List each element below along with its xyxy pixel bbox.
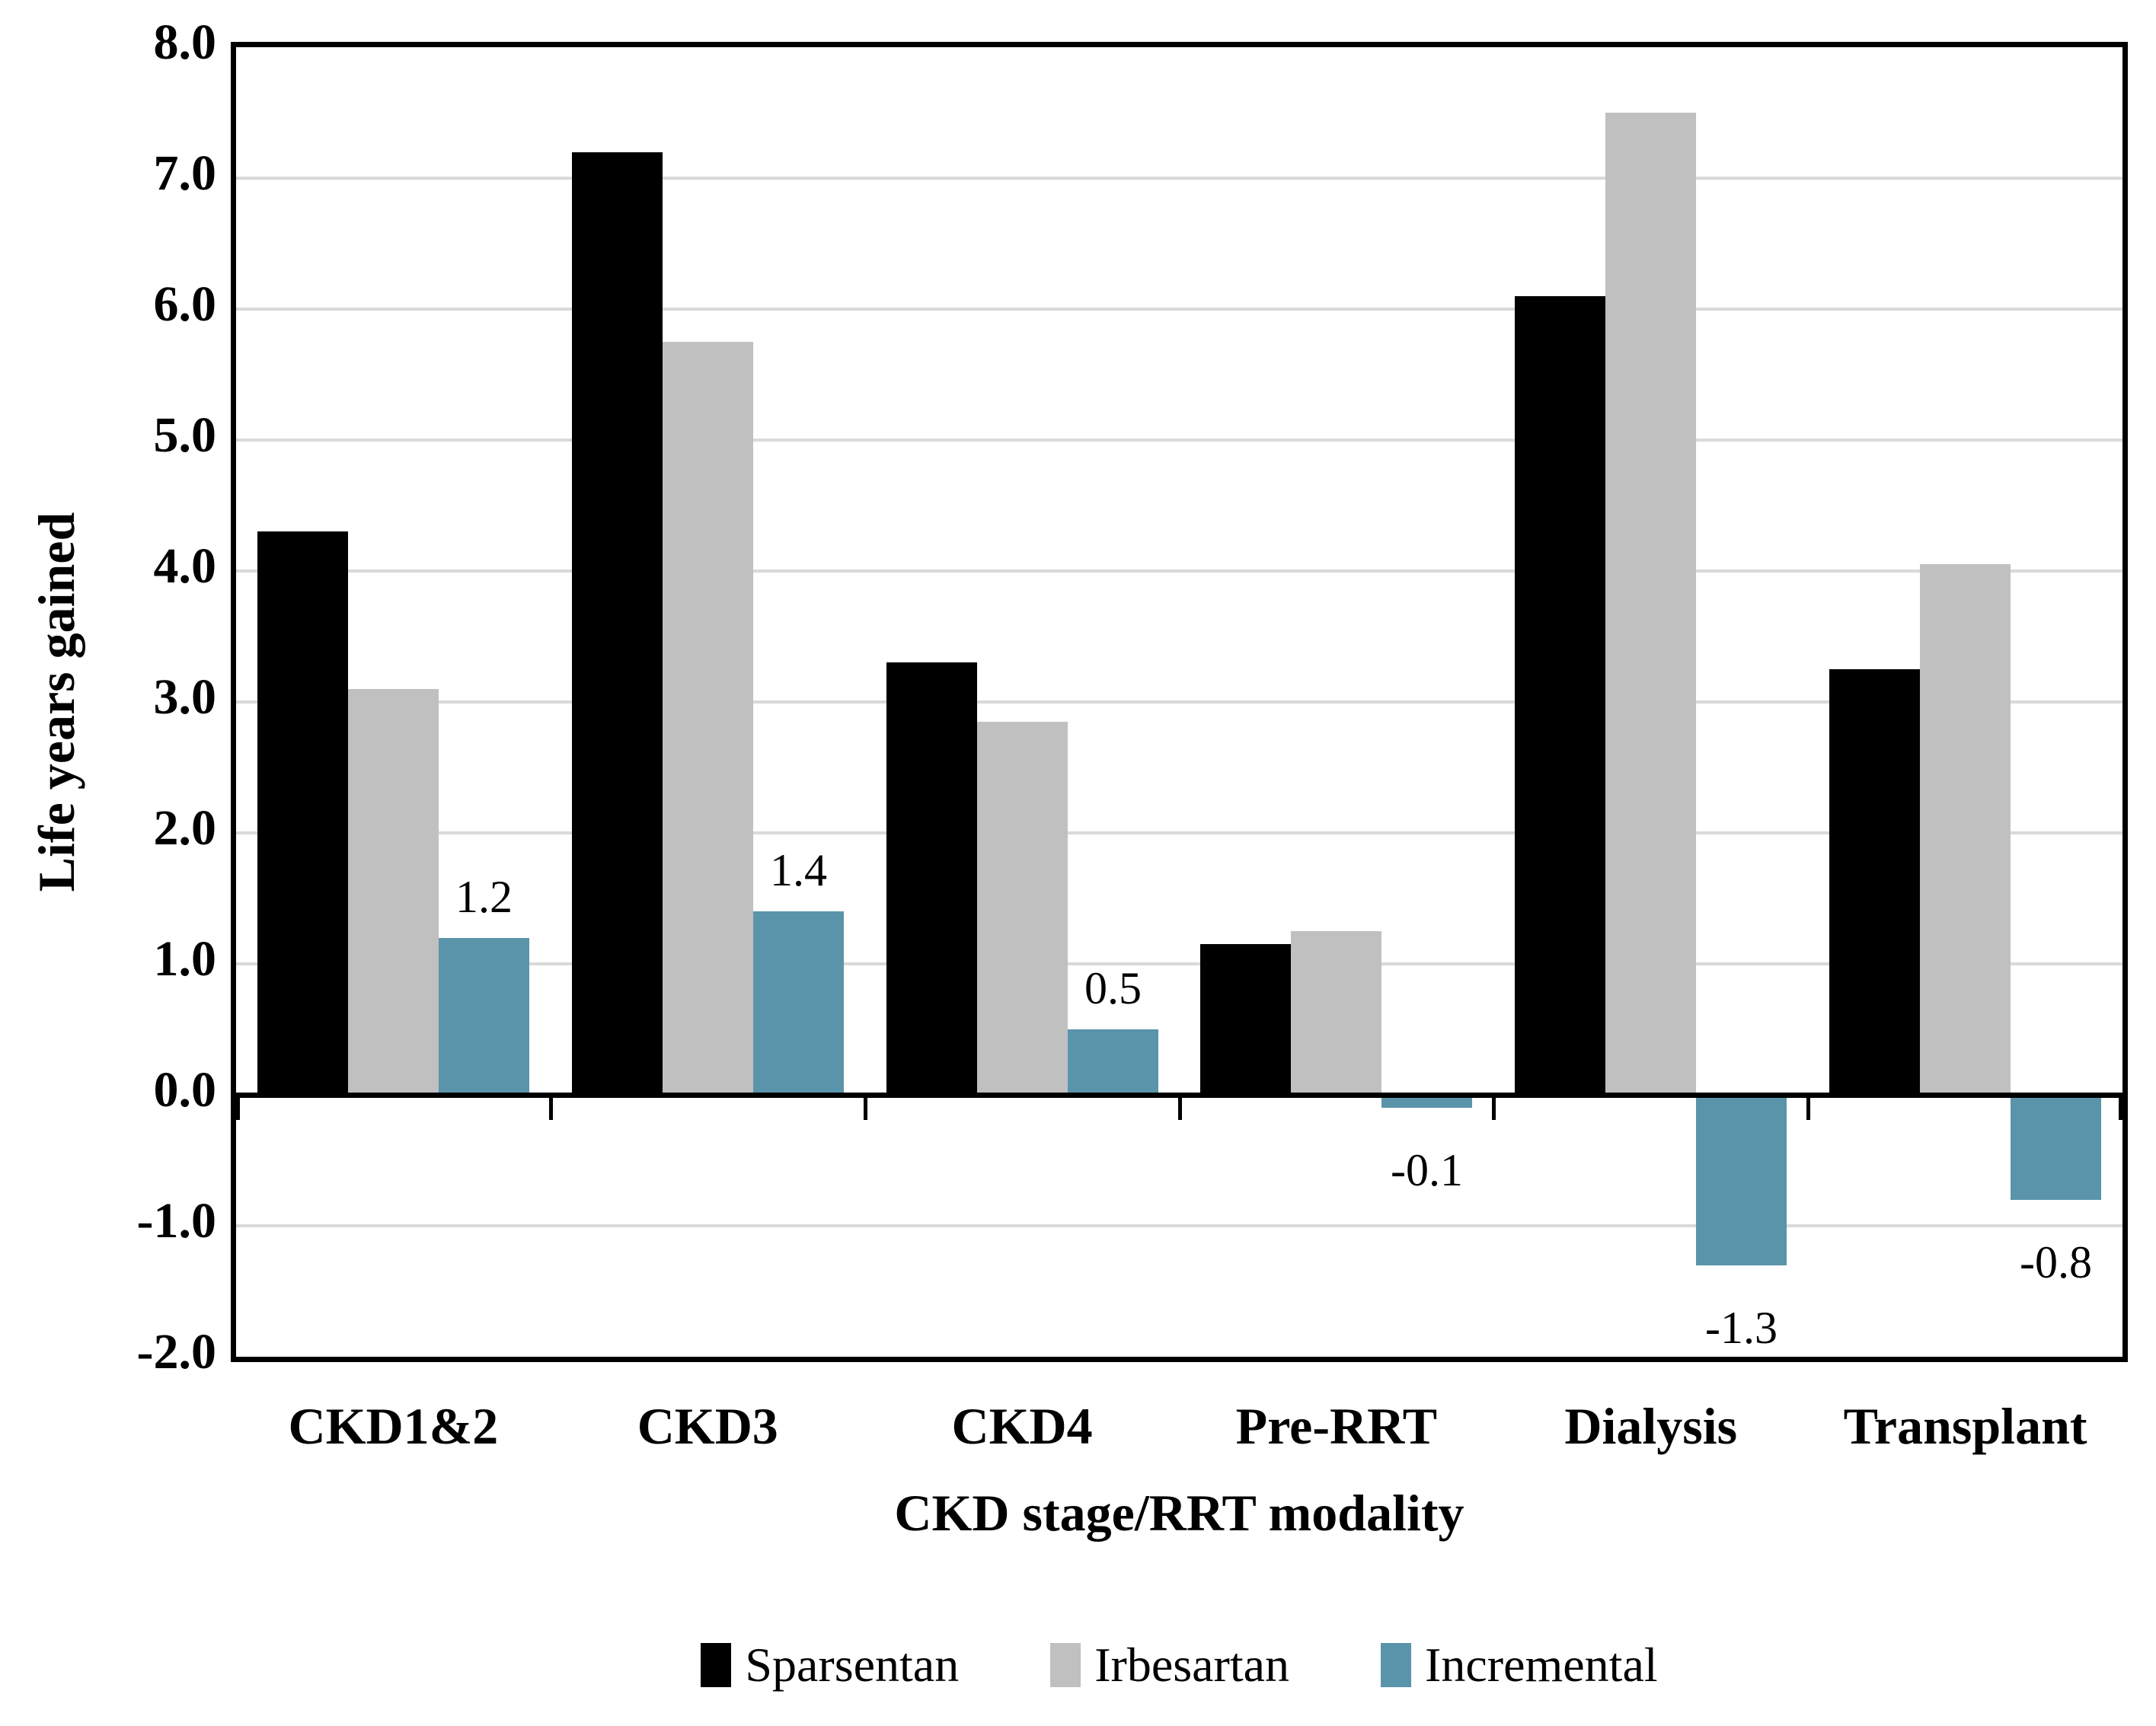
gridline bbox=[236, 569, 2122, 573]
y-tick-label: 4.0 bbox=[153, 538, 217, 594]
bar-incremental-2 bbox=[1068, 1029, 1158, 1095]
gridline bbox=[236, 1224, 2122, 1227]
bar-incremental-0 bbox=[439, 937, 529, 1095]
x-axis-tick bbox=[236, 1097, 240, 1120]
bar-sparsentan-5 bbox=[1829, 669, 1920, 1095]
gridline bbox=[236, 962, 2122, 965]
x-axis-line bbox=[236, 1093, 2122, 1098]
data-label: -0.1 bbox=[1391, 1145, 1463, 1196]
legend-swatch-icon bbox=[701, 1643, 732, 1687]
y-tick-label: 6.0 bbox=[153, 276, 217, 332]
bar-irbesartan-2 bbox=[977, 721, 1068, 1095]
data-label: 1.2 bbox=[455, 871, 513, 922]
bar-irbesartan-1 bbox=[663, 342, 753, 1095]
gridline bbox=[236, 831, 2122, 834]
legend: Sparsentan Irbesartan Incremental bbox=[236, 1637, 2122, 1693]
bar-irbesartan-0 bbox=[348, 688, 439, 1095]
bar-sparsentan-0 bbox=[257, 531, 348, 1095]
legend-swatch-icon bbox=[1050, 1643, 1081, 1687]
bar-sparsentan-3 bbox=[1200, 944, 1291, 1095]
bar-irbesartan-3 bbox=[1291, 931, 1381, 1095]
category-label: Dialysis bbox=[1564, 1397, 1738, 1455]
y-tick-label: -2.0 bbox=[136, 1324, 216, 1380]
data-label: -1.3 bbox=[1705, 1302, 1778, 1353]
y-tick-label: -1.0 bbox=[136, 1193, 216, 1249]
y-tick-label: 8.0 bbox=[153, 14, 217, 70]
gridline bbox=[236, 700, 2122, 703]
y-tick-label: 0.0 bbox=[153, 1062, 217, 1118]
x-axis-tick bbox=[2119, 1097, 2122, 1120]
bar-incremental-3 bbox=[1381, 1095, 1472, 1109]
legend-label: Sparsentan bbox=[745, 1638, 960, 1692]
legend-item-irbesartan: Irbesartan bbox=[1050, 1637, 1289, 1693]
legend-item-incremental: Incremental bbox=[1381, 1637, 1658, 1693]
bar-sparsentan-4 bbox=[1515, 295, 1605, 1095]
gridline bbox=[236, 177, 2122, 180]
bar-incremental-4 bbox=[1696, 1095, 1787, 1265]
data-label: 0.5 bbox=[1084, 963, 1142, 1013]
y-tick-label: 1.0 bbox=[153, 931, 217, 987]
legend-item-sparsentan: Sparsentan bbox=[701, 1637, 959, 1693]
y-tick-label: 5.0 bbox=[153, 407, 217, 463]
legend-swatch-icon bbox=[1381, 1643, 1412, 1687]
category-label: Pre-RRT bbox=[1235, 1397, 1438, 1455]
legend-label: Incremental bbox=[1425, 1638, 1658, 1692]
legend-label: Irbesartan bbox=[1094, 1638, 1290, 1692]
x-axis-tick bbox=[1806, 1097, 1810, 1120]
bar-irbesartan-5 bbox=[1920, 564, 2011, 1095]
data-label: 1.4 bbox=[770, 845, 827, 896]
y-tick-label: 7.0 bbox=[153, 145, 217, 201]
category-label: CKD4 bbox=[951, 1397, 1093, 1455]
data-label: -0.8 bbox=[2020, 1236, 2092, 1287]
category-label: Transplant bbox=[1843, 1397, 2087, 1455]
bar-irbesartan-4 bbox=[1605, 113, 1696, 1095]
x-axis-title: CKD stage/RRT modality bbox=[894, 1484, 1464, 1542]
x-axis-tick bbox=[1492, 1097, 1496, 1120]
category-label: CKD3 bbox=[637, 1397, 778, 1455]
gridline bbox=[236, 308, 2122, 311]
y-tick-label: 3.0 bbox=[153, 669, 217, 725]
bar-incremental-1 bbox=[753, 911, 844, 1095]
category-label: CKD1&2 bbox=[288, 1397, 499, 1455]
x-axis-tick bbox=[1178, 1097, 1182, 1120]
x-axis-tick bbox=[549, 1097, 553, 1120]
gridline bbox=[236, 439, 2122, 442]
bar-sparsentan-1 bbox=[572, 152, 663, 1095]
plot-area: 1.2 1.4 0.5 -0.1 -1.3 -0.8 bbox=[231, 42, 2128, 1362]
bar-sparsentan-2 bbox=[886, 662, 977, 1095]
bar-incremental-5 bbox=[2011, 1095, 2101, 1200]
y-tick-label: 2.0 bbox=[153, 800, 217, 856]
x-axis-tick bbox=[864, 1097, 867, 1120]
